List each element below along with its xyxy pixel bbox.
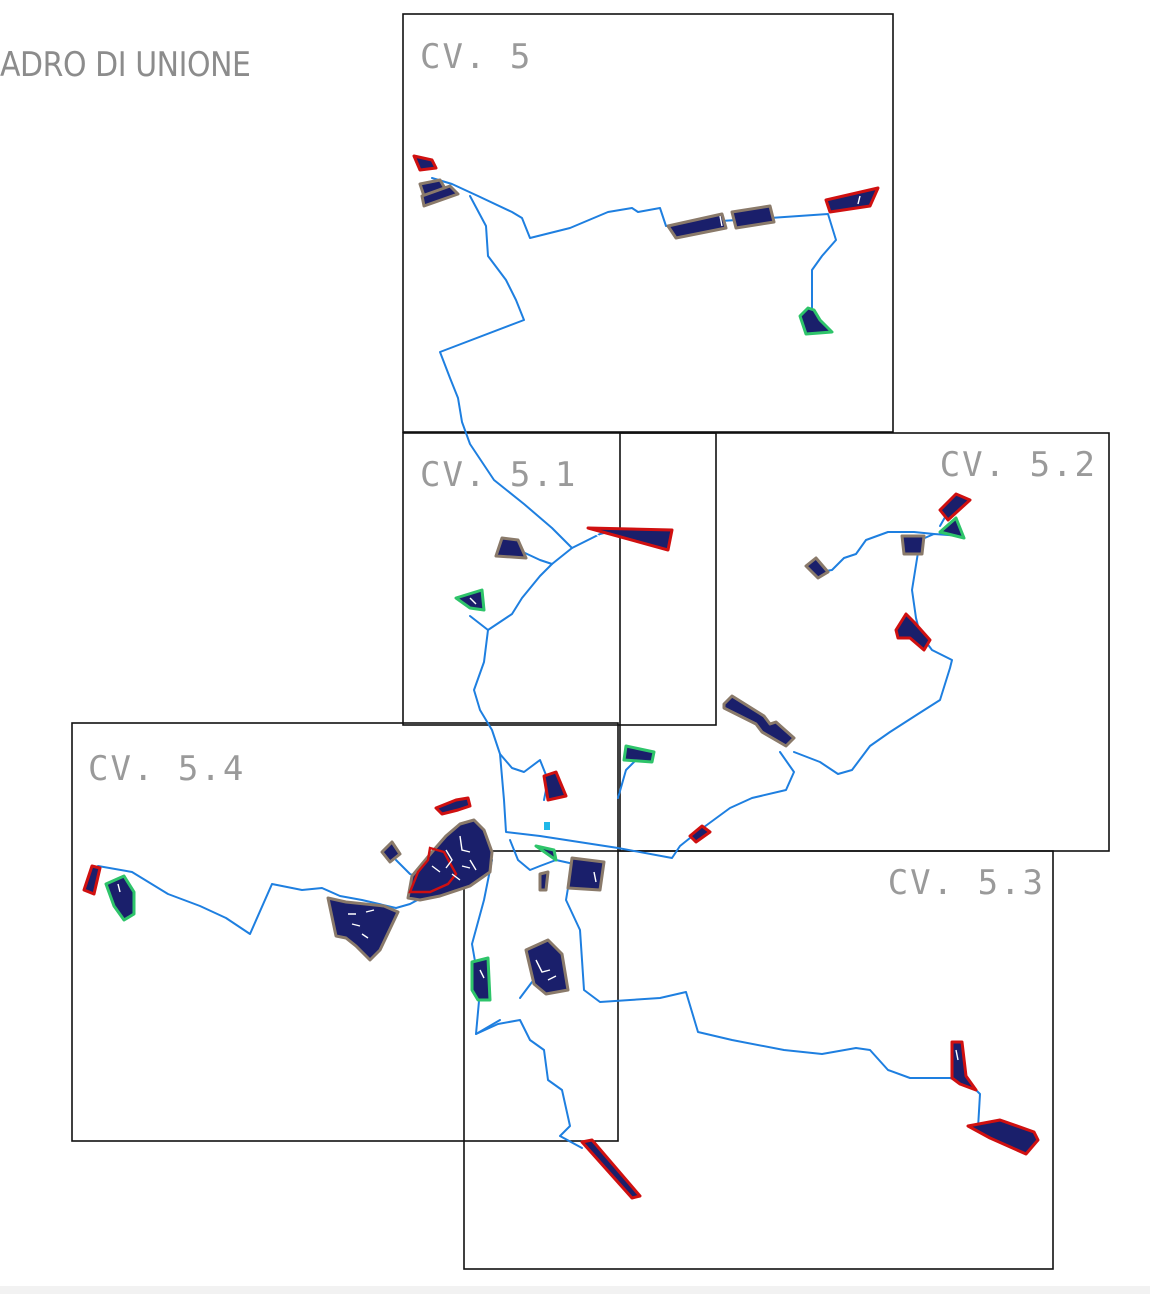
parcel-details (117, 195, 959, 1061)
road (439, 195, 617, 549)
road (431, 177, 837, 321)
parcel[interactable] (804, 556, 830, 580)
sheet-frame-cv54[interactable] (71, 722, 619, 1142)
parcel-urban-edge (408, 846, 458, 894)
parcel[interactable] (730, 204, 776, 230)
parcel[interactable] (824, 186, 880, 214)
parcel[interactable] (406, 818, 494, 902)
road (819, 531, 935, 573)
map-title: ADRO DI UNIONE (0, 45, 251, 85)
parcel[interactable] (82, 864, 102, 896)
sheet-label-cv53: CV. 5.3 (888, 863, 1045, 903)
parcels (82, 154, 1040, 1200)
sheet-label-cv52: CV. 5.2 (940, 445, 1097, 485)
parcel[interactable] (950, 1040, 978, 1092)
parcel[interactable] (434, 796, 472, 816)
parcel[interactable] (538, 870, 550, 892)
sheet-frame-cv52[interactable] (619, 432, 1110, 852)
parcel[interactable] (894, 612, 932, 652)
road (565, 875, 981, 1129)
parcel[interactable] (938, 492, 972, 522)
sheet-label-cv5: CV. 5 (420, 37, 532, 77)
parcel-marker (544, 822, 550, 830)
parcel[interactable] (580, 1138, 642, 1200)
road (469, 547, 573, 631)
parcel[interactable] (104, 874, 136, 922)
parcel[interactable] (412, 154, 438, 172)
road (473, 629, 549, 801)
parcel[interactable] (900, 534, 926, 556)
road (519, 981, 533, 999)
parcel[interactable] (542, 770, 568, 802)
sheet-frames (71, 13, 1110, 1270)
road (699, 751, 795, 831)
road-network (97, 177, 981, 1149)
parcel[interactable] (420, 184, 460, 208)
parcel[interactable] (722, 694, 796, 748)
parcel[interactable] (622, 744, 656, 764)
sheet-frame-cv5[interactable] (402, 13, 894, 433)
sheet-frame-cv53[interactable] (463, 850, 1054, 1270)
parcel[interactable] (380, 840, 402, 864)
parcel[interactable] (454, 588, 486, 612)
parcel[interactable] (966, 1118, 1040, 1156)
road (793, 533, 963, 775)
parcel[interactable] (666, 212, 728, 240)
parcel[interactable] (470, 956, 492, 1002)
sheet-frame-cv51[interactable] (402, 432, 717, 726)
road (499, 753, 701, 859)
parcel[interactable] (326, 896, 400, 962)
parcel[interactable] (798, 306, 834, 336)
sheet-labels: CV. 5 CV. 5.1 CV. 5.2 CV. 5.3 CV. 5.4 (88, 37, 1097, 903)
road (471, 859, 583, 1149)
road (475, 1019, 501, 1035)
parcel[interactable] (938, 516, 966, 540)
sheet-label-cv54: CV. 5.4 (88, 749, 245, 789)
parcel[interactable] (524, 938, 570, 996)
parcel[interactable] (566, 856, 606, 892)
parcel[interactable] (494, 536, 528, 560)
bottom-strip (0, 1286, 1150, 1294)
sheet-label-cv51: CV. 5.1 (420, 455, 577, 495)
parcel[interactable] (688, 824, 712, 844)
parcel[interactable] (586, 526, 674, 552)
parcel[interactable] (534, 844, 558, 862)
